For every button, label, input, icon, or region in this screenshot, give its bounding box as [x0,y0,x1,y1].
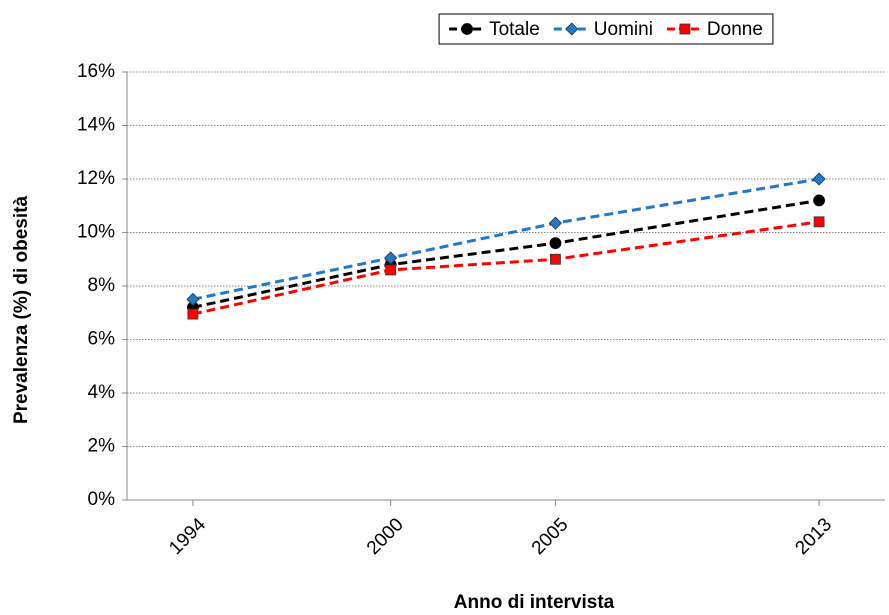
marker [186,292,200,306]
legend-label: Uomini [594,19,653,40]
x-tick-label: 2005 [528,514,573,559]
y-tick-label: 2% [88,436,116,457]
marker [550,253,561,265]
y-tick-label: 4% [88,382,116,403]
legend: Totale Uomini Donne [438,13,774,45]
marker [384,251,398,265]
marker [548,216,563,230]
legend-marker [565,22,579,36]
y-tick-label: 8% [88,275,116,296]
x-tick-label: 2000 [363,514,408,559]
y-tick-label: 12% [77,168,115,189]
y-tick-label: 16% [77,61,115,82]
legend-label: Donne [707,19,763,40]
marker [187,308,199,320]
y-tick-label: 0% [88,489,116,510]
legend-box [438,13,774,45]
y-tick-label: 14% [77,115,115,136]
marker [813,216,825,228]
marker [385,264,397,276]
series-line [192,220,820,316]
marker [549,237,562,250]
series-line [192,198,820,309]
legend-marker [461,23,473,35]
marker [812,172,826,186]
y-tick-label: 6% [88,329,116,350]
y-tick-label: 10% [77,222,115,243]
x-axis-label: Anno di intervista [454,592,615,613]
legend-marker [679,23,691,35]
marker [813,194,825,207]
x-tick-label: 1994 [165,514,210,559]
y-axis-label: Prevalenza (%) di obesità [11,196,32,425]
x-tick-label: 2013 [791,514,836,559]
series-line [192,177,820,301]
legend-label: Totale [489,19,540,40]
